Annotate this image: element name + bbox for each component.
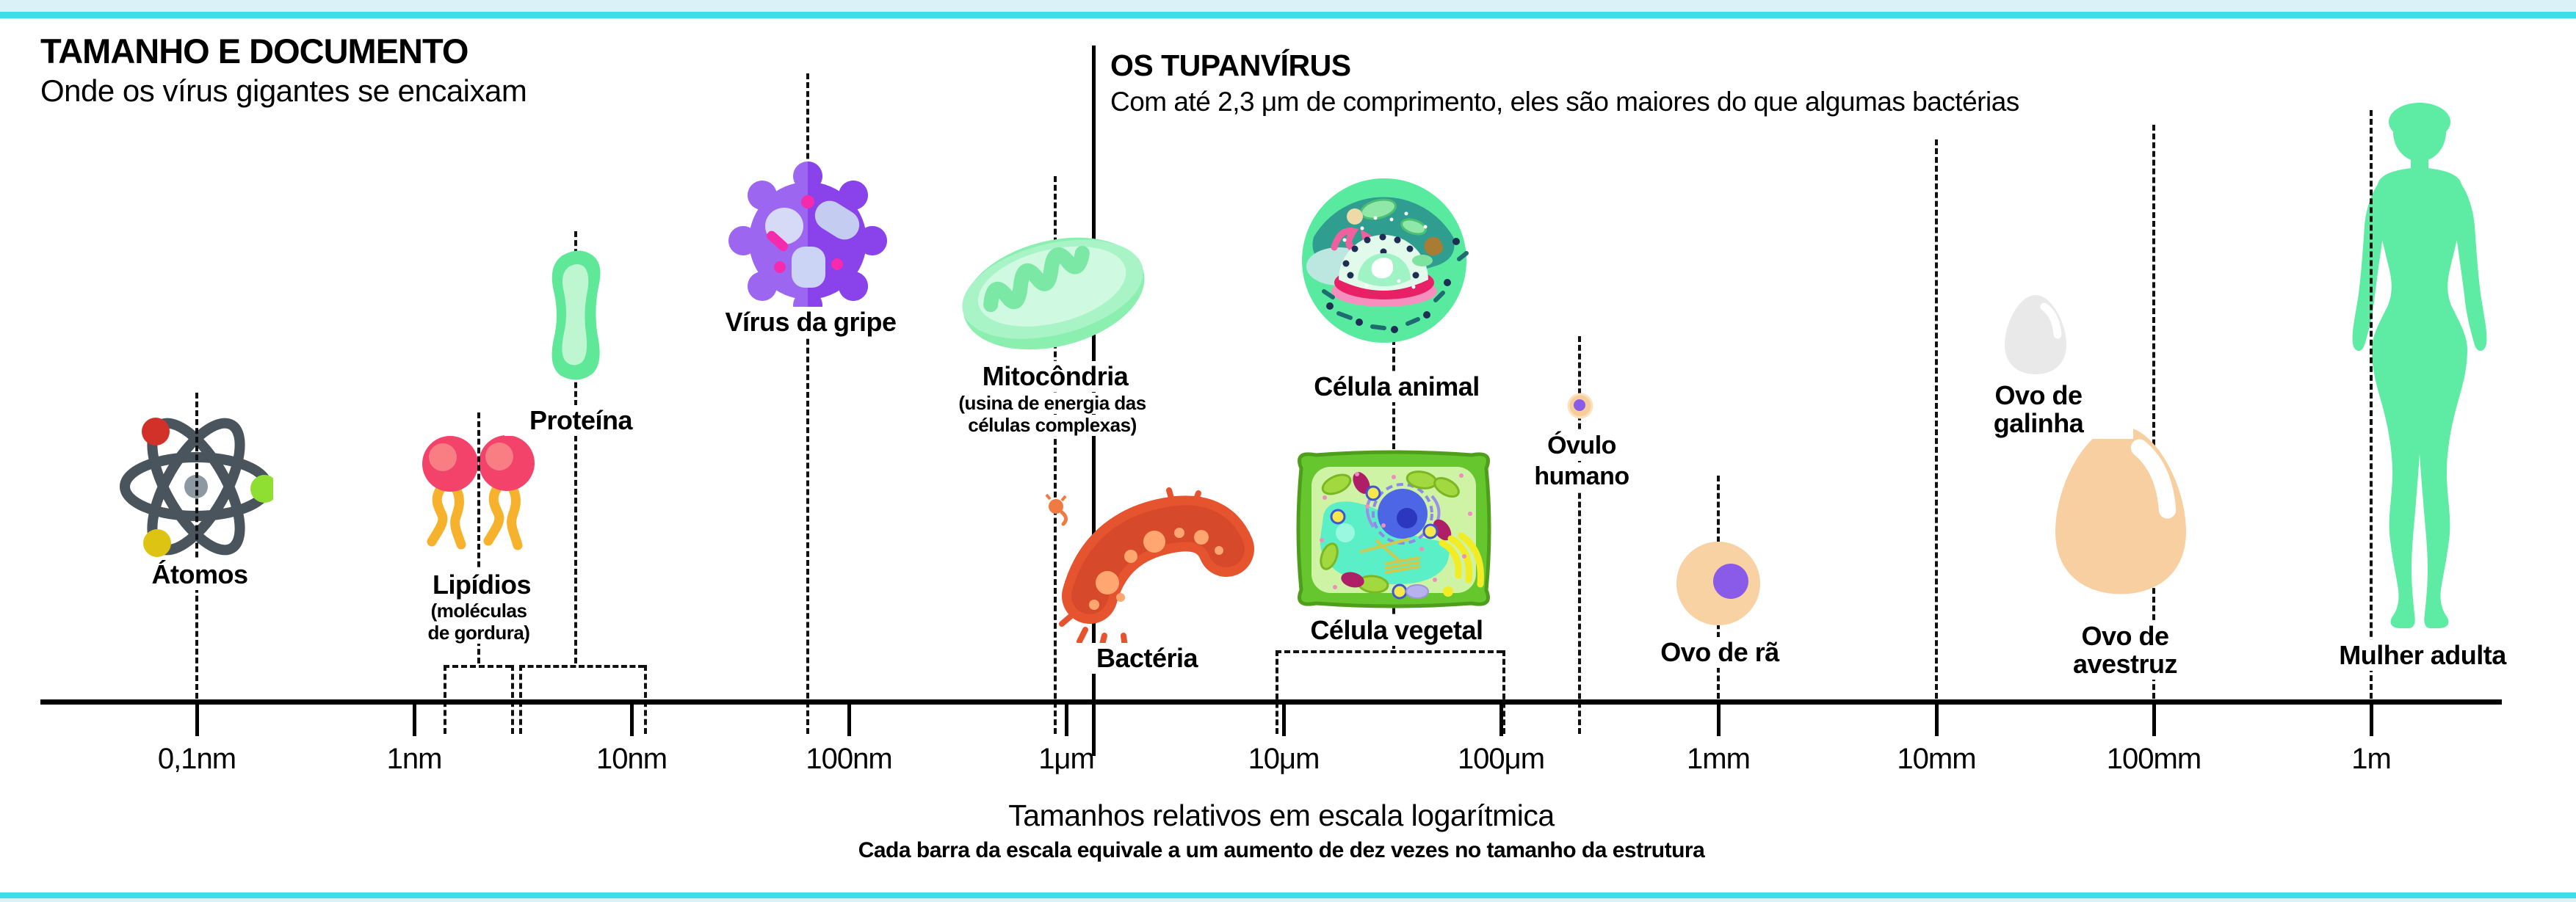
bracket-celula-vegetal-right-end [1502, 650, 1505, 734]
guide-atomos [195, 393, 198, 699]
lipid-icon [422, 435, 535, 550]
human-ovum-icon [1567, 393, 1593, 419]
axis-tick-label: 10μm [1248, 743, 1320, 775]
label-bacteria: Bactéria [1071, 643, 1223, 674]
guide-ovulo-humano [1578, 336, 1581, 734]
mitochondria-icon [962, 237, 1145, 350]
label-ovulo-line2: humano [1505, 462, 1658, 492]
protein-icon [551, 250, 601, 380]
label-lipidios-sub1: (moléculas [405, 600, 552, 622]
bottom-accent-line [0, 892, 2576, 898]
label-mitocondria-sub2: células complexas) [942, 414, 1162, 437]
guide-ovo-avestruz [2152, 125, 2155, 699]
flu-virus-icon [728, 161, 887, 320]
axis-tick-label: 10mm [1897, 743, 1976, 775]
guide-mulher-adulta [2370, 110, 2373, 699]
axis-tick [1717, 699, 1721, 736]
axis-tick-label: 1μm [1038, 743, 1095, 775]
axis-tick-label: 100μm [1457, 743, 1545, 775]
axis-tick [413, 699, 416, 736]
label-celula-animal: Célula animal [1302, 371, 1491, 402]
page-subtitle: Onde os vírus gigantes se encaixam [40, 73, 527, 108]
label-lipidios-sub2: de gordura) [405, 622, 552, 644]
bracket-celula-vegetal [1276, 650, 1502, 653]
section2-title: OS TUPANVÍRUS [1110, 48, 1351, 82]
animal-cell-icon [1302, 178, 1469, 343]
axis-tick [1065, 699, 1068, 736]
axis-tick-label: 0,1nm [157, 743, 236, 775]
adult-woman-icon [2352, 103, 2487, 628]
bracket-lipidios [444, 665, 511, 668]
axis-tick [195, 699, 199, 736]
label-mitocondria-sub1: (usina de energia das [942, 392, 1162, 415]
axis-tick [1282, 699, 1286, 736]
top-accent-line [0, 12, 2576, 18]
scale-axis [40, 699, 2502, 705]
bracket-proteina [519, 665, 644, 668]
label-virus-gripe: Vírus da gripe [716, 307, 905, 338]
axis-tick-label: 100mm [2106, 743, 2201, 775]
guide-proteina [574, 231, 577, 663]
ostrich-egg-icon [2055, 426, 2187, 594]
guide-10mm [1935, 139, 1938, 699]
label-atomos: Átomos [123, 559, 276, 590]
label-mulher-adulta: Mulher adulta [2328, 640, 2517, 671]
axis-tick-label: 1mm [1687, 743, 1751, 775]
section2-subtitle: Com até 2,3 μm de comprimento, eles são … [1110, 87, 2019, 117]
label-celula-vegetal: Célula vegetal [1302, 615, 1491, 646]
axis-tick-label: 100nm [806, 743, 892, 775]
axis-tick [630, 699, 634, 736]
bottom-band [0, 898, 2576, 902]
page-title: TAMANHO E DOCUMENTO [40, 32, 468, 70]
axis-caption: Tamanhos relativos em escala logarítmica [1008, 799, 1555, 832]
bacteria-icon [1045, 487, 1254, 644]
guide-virus-gripe [806, 73, 809, 734]
label-lipidios: Lipídios [405, 570, 558, 600]
label-proteina: Proteína [504, 405, 657, 436]
axis-tick [847, 699, 851, 736]
axis-tick [1935, 699, 1939, 736]
label-ovulo-line1: Óvulo [1505, 432, 1658, 461]
axis-tick [2152, 699, 2156, 736]
guide-lipidios [477, 412, 480, 663]
guide-mitocondria-bacteria [1054, 176, 1057, 734]
chicken-egg-icon [2005, 295, 2066, 374]
frog-egg-icon [1676, 542, 1760, 625]
label-ovo-ra: Ovo de rã [1643, 637, 1796, 668]
axis-tick-label: 1nm [386, 743, 443, 775]
axis-tick-label: 1m [2351, 743, 2392, 775]
bracket-celula-vegetal-left-end [1276, 650, 1278, 734]
axis-subcaption: Cada barra da escala equivale a um aumen… [858, 838, 1705, 862]
plant-cell-icon [1296, 450, 1491, 608]
label-ovo-galinha: Ovo de galinha [1944, 380, 2133, 439]
top-band [0, 0, 2576, 12]
label-mitocondria: Mitocôndria [942, 361, 1168, 392]
axis-tick [2370, 699, 2373, 736]
axis-tick-label: 10nm [596, 743, 667, 775]
axis-tick [1499, 699, 1503, 736]
tiny-virus-icon [1045, 493, 1068, 526]
label-ovo-avestruz: Ovo de avestruz [2030, 621, 2220, 680]
